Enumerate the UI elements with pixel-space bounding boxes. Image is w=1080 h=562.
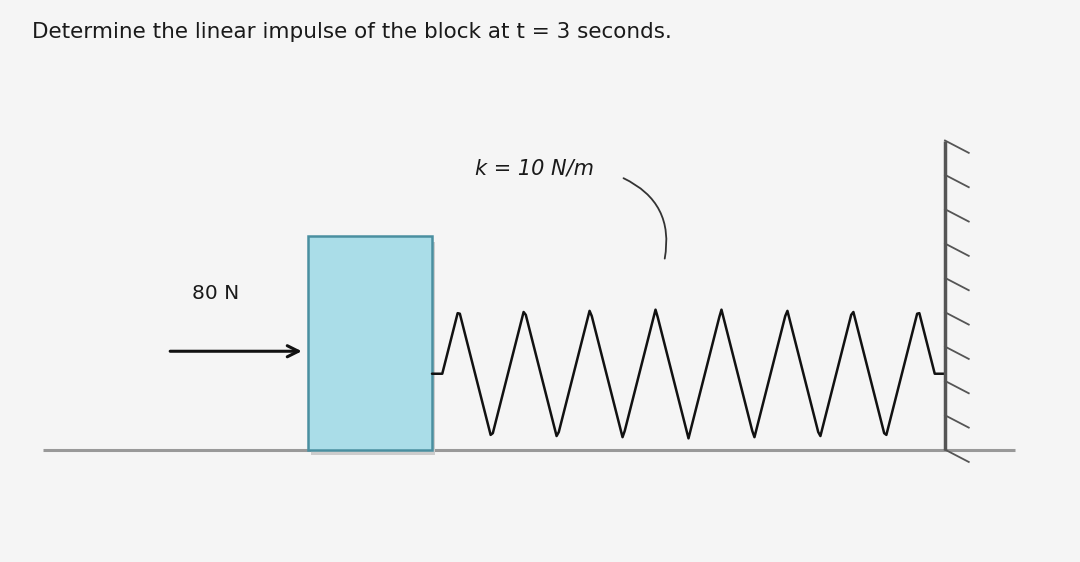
Text: 80 N: 80 N xyxy=(192,284,240,303)
Bar xyxy=(311,242,435,455)
Text: Determine the linear impulse of the block at t = 3 seconds.: Determine the linear impulse of the bloc… xyxy=(32,22,672,43)
Text: k = 10 N/m: k = 10 N/m xyxy=(475,158,594,179)
Bar xyxy=(308,236,432,450)
